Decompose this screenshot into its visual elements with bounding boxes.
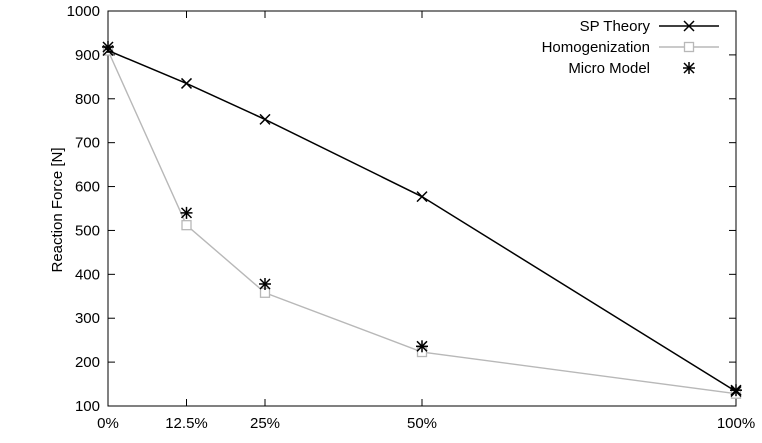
legend-marker <box>683 20 695 32</box>
data-point <box>180 77 193 89</box>
legend-label: Homogenization <box>542 39 650 56</box>
x-tick-label: 50% <box>407 415 437 432</box>
legend-entry: SP Theory <box>580 18 719 35</box>
y-tick-label: 600 <box>75 179 100 196</box>
y-axis-title: Reaction Force [N] <box>49 147 66 272</box>
x-tick-label: 100% <box>717 415 755 432</box>
data-point <box>416 191 428 203</box>
legend-entry: Micro Model <box>568 60 695 77</box>
y-tick-label: 500 <box>75 222 100 239</box>
legend: SP Theory Homogenization Micro Model <box>542 18 719 77</box>
y-tick-label: 200 <box>75 354 100 371</box>
y-tick-label: 1000 <box>67 3 100 20</box>
data-point <box>416 340 428 353</box>
legend-label: SP Theory <box>580 18 651 35</box>
legend-label: Micro Model <box>568 60 650 77</box>
legend-marker <box>683 41 695 53</box>
series-layer <box>102 40 742 399</box>
y-tick-label: 300 <box>75 310 100 327</box>
series-sp-theory <box>102 44 742 398</box>
y-tick-label: 900 <box>75 47 100 64</box>
y-tick-label: 100 <box>75 398 100 415</box>
y-tick-label: 400 <box>75 266 100 283</box>
data-point <box>730 384 742 397</box>
y-tick-label: 800 <box>75 91 100 108</box>
data-point <box>259 113 271 125</box>
legend-entry: Homogenization <box>542 39 719 56</box>
series-micro-model <box>102 40 742 397</box>
x-tick-label: 0% <box>97 415 119 432</box>
x-tick-label: 25% <box>250 415 280 432</box>
data-point <box>181 220 192 231</box>
data-point <box>180 206 193 219</box>
data-point <box>259 277 271 290</box>
x-tick-label: 12.5% <box>165 415 208 432</box>
legend-marker <box>683 62 695 74</box>
data-point <box>102 40 114 53</box>
ticks: 100 200 300 400 500 600 700 800 900 1000 0% 12.5% 25… <box>67 3 756 432</box>
y-tick-label: 700 <box>75 135 100 152</box>
